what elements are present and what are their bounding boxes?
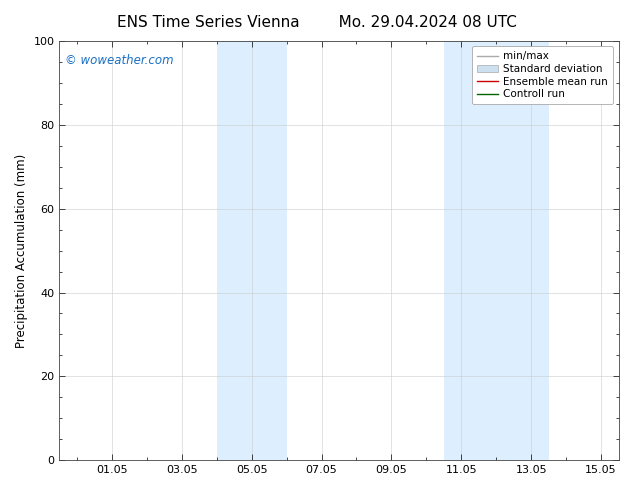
- Legend: min/max, Standard deviation, Ensemble mean run, Controll run: min/max, Standard deviation, Ensemble me…: [472, 46, 613, 104]
- Bar: [444, 41, 479, 460]
- Y-axis label: Precipitation Accumulation (mm): Precipitation Accumulation (mm): [15, 153, 28, 348]
- Bar: [479, 41, 548, 460]
- Bar: [217, 41, 287, 460]
- Text: © woweather.com: © woweather.com: [65, 53, 174, 67]
- Text: ENS Time Series Vienna        Mo. 29.04.2024 08 UTC: ENS Time Series Vienna Mo. 29.04.2024 08…: [117, 15, 517, 30]
